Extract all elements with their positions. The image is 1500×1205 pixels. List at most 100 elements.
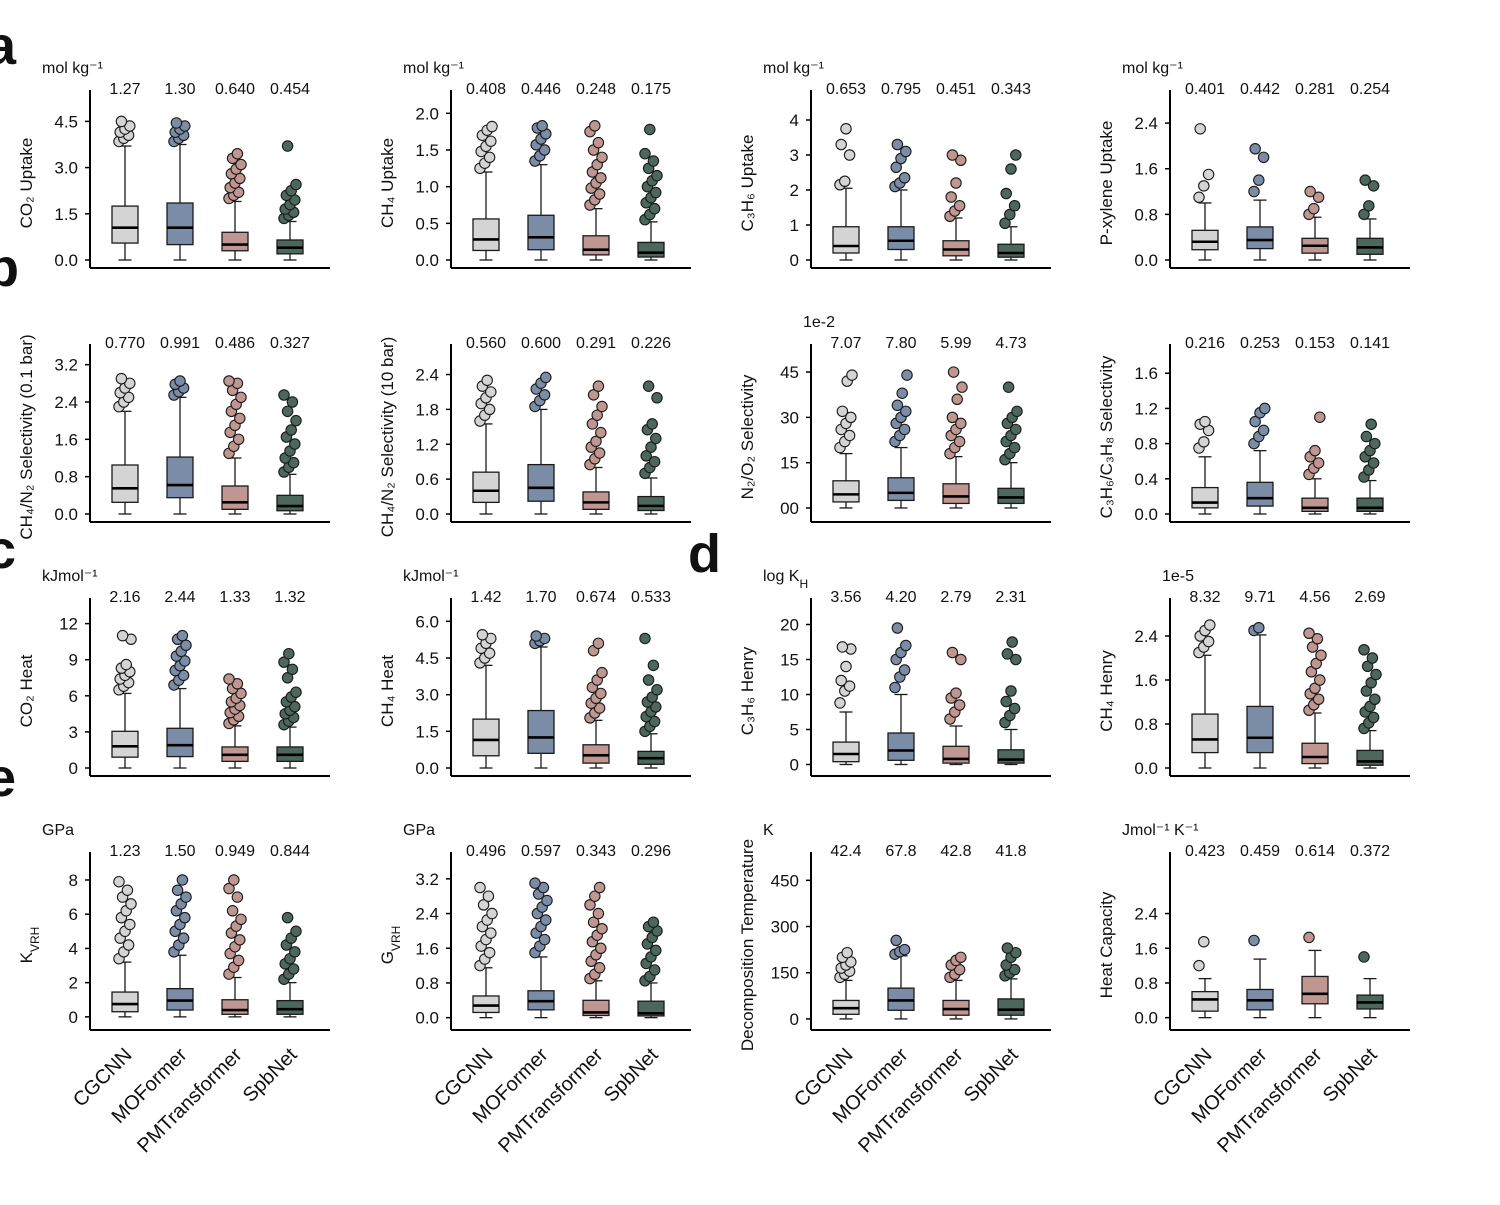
iqr-box [997,243,1025,258]
mean-value-label: 5.99 [940,335,971,352]
outlier-point [953,435,966,448]
box-moformer: 0.253 [1240,335,1280,515]
box-pmtransformer: 0.949 [215,843,255,1018]
outlier-point [124,918,136,931]
outlier-point [1193,959,1205,972]
outlier-point [955,417,967,430]
outlier-point [950,177,962,189]
y-tick-label: 3 [69,723,78,742]
unit-label: kJmol⁻¹ [403,568,459,585]
outlier-point [483,647,496,659]
outlier-point [834,697,846,709]
box-spbnet: 0.533 [631,589,671,769]
iqr-box [637,495,665,512]
outlier-point [593,881,606,894]
outlier-point [1367,457,1380,469]
iqr-box [887,732,915,761]
iqr-box [582,235,610,256]
outlier-point [115,372,128,385]
outlier-point [593,188,606,200]
outlier-point [955,951,967,964]
outlier-point [900,145,912,158]
box-pmtransformer: 4.56 [1299,589,1331,769]
box-spbnet: 0.844 [270,843,310,1018]
panel-letter-d: d [688,524,721,584]
box-cgcnn: 0.216 [1185,335,1225,515]
outlier-point [122,939,135,951]
iqr-box [887,226,915,251]
mean-value-label: 0.496 [466,843,506,860]
unit-label: mol kg⁻¹ [42,60,103,77]
y-axis-label: CH₄ Henry [1097,650,1116,732]
outlier-point [1366,652,1379,664]
outlier-point [591,409,603,421]
iqr-box [1301,742,1329,765]
outlier-point [647,916,660,928]
mean-value-label: 0.674 [576,589,616,606]
mean-value-label: 0.254 [1350,81,1390,98]
outlier-point [1360,430,1373,443]
y-tick-label: 6.0 [415,612,439,631]
y-tick-label: 4 [790,111,799,130]
box-cgcnn: 7.07 [830,335,862,509]
box-moformer: 4.20 [885,589,917,766]
mean-value-label: 0.281 [1295,81,1335,98]
outlier-point [947,366,960,378]
outlier-point [1202,168,1215,181]
outlier-point [835,674,847,687]
outlier-point [592,637,605,650]
outlier-point [536,120,548,132]
outlier-point [113,875,125,888]
y-axis-label: CH₄ Heat [378,655,397,727]
outlier-point [290,686,302,698]
outlier-point [483,151,496,164]
mean-value-label: 1.30 [164,81,195,98]
mean-value-label: 0.640 [215,81,255,98]
mean-value-label: 1.27 [109,81,140,98]
outlier-point [1011,405,1023,418]
outlier-point [1359,174,1371,186]
outlier-point [595,172,607,184]
outlier-point [843,149,856,161]
mean-value-label: 1.33 [219,589,250,606]
outlier-point [286,663,299,676]
outlier-point [650,701,662,713]
outlier-point [651,392,663,404]
outlier-point [946,411,959,424]
unit-label: mol kg⁻¹ [763,60,824,77]
mean-value-label: 0.653 [826,81,866,98]
outlier-point [946,646,959,659]
outlier-point [1358,643,1370,656]
outlier-point [231,678,244,690]
y-tick-label: 1.2 [1134,399,1158,418]
outlier-point [176,874,189,886]
outlier-point [890,161,902,174]
y-axis-label: N₂/O₂ Selectivity [738,374,757,499]
outlier-point [1303,627,1315,639]
box-cgcnn: 0.408 [466,81,506,261]
outlier-point [481,374,493,387]
y-tick-label: 6 [69,905,78,924]
iqr-box [1246,705,1274,754]
outlier-point [589,890,601,902]
y-tick-label: 1.6 [54,430,78,449]
iqr-box [582,491,610,511]
outlier-point [486,120,498,133]
mean-value-label: 0.454 [270,81,310,98]
outlier-point [286,396,299,408]
outlier-point [226,905,239,917]
outlier-point [228,874,240,886]
outlier-point [482,890,495,902]
outlier-point [541,894,553,907]
box-cgcnn: 42.4 [830,843,862,1020]
y-tick-label: 0.8 [54,468,78,487]
iqr-box [166,202,194,246]
y-tick-label: 9 [69,651,78,670]
box-cgcnn: 3.56 [830,589,862,766]
y-tick-label: 1.0 [415,178,439,197]
outlier-point [290,925,302,938]
outlier-point [1257,151,1270,164]
mean-value-label: 1.42 [470,589,501,606]
box-pmtransformer: 0.291 [576,335,616,515]
y-tick-label: 1.6 [1134,364,1158,383]
